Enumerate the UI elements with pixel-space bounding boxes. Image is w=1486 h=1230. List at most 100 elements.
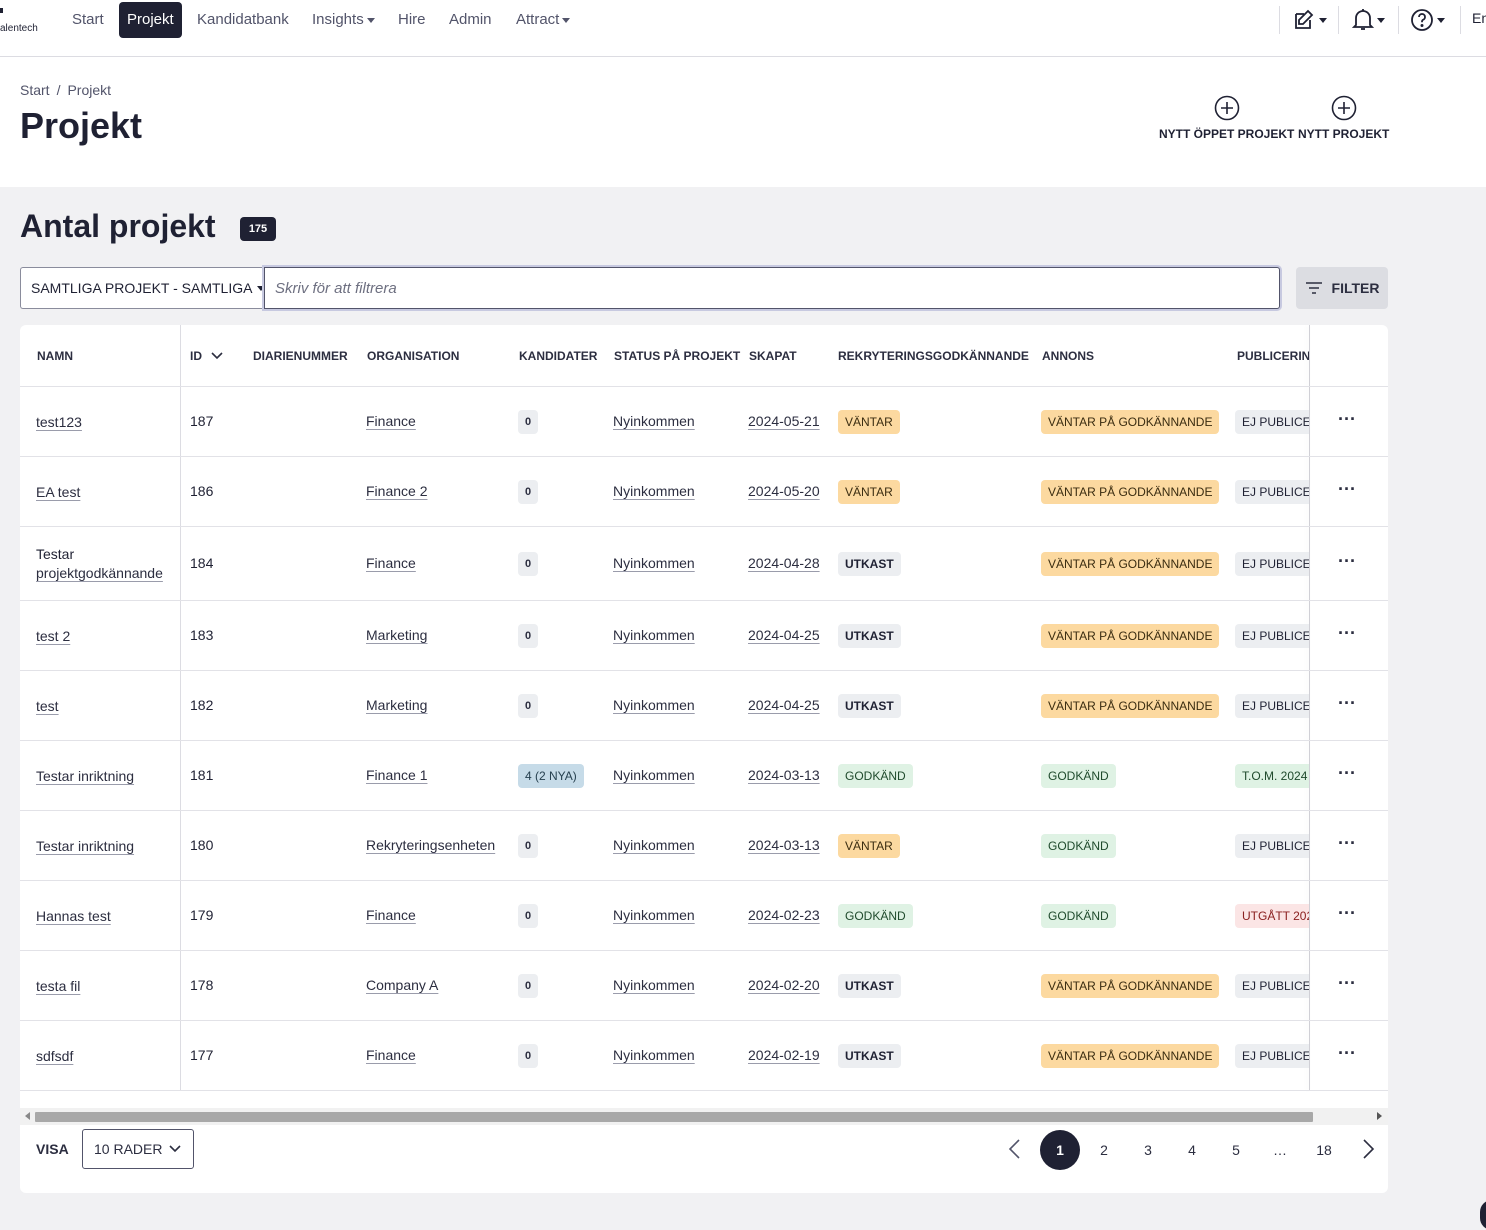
column-header-name[interactable]: NAMN [37, 349, 73, 363]
project-status-link[interactable]: Nyinkommen [613, 697, 695, 713]
column-header-skapat[interactable]: SKAPAT [749, 349, 797, 363]
candidates-badge[interactable]: 0 [518, 974, 539, 998]
page-18-button[interactable]: 18 [1316, 1142, 1332, 1158]
edit-menu-button[interactable] [1292, 8, 1327, 32]
organisation-link[interactable]: Finance [366, 907, 416, 923]
nav-hire[interactable]: Hire [390, 2, 434, 38]
project-name-link[interactable]: Testar inriktning [36, 767, 176, 786]
scroll-right-icon[interactable] [1377, 1112, 1382, 1120]
row-actions-menu-icon[interactable]: ··· [1338, 973, 1356, 993]
created-date-link[interactable]: 2024-02-23 [748, 907, 820, 923]
created-date-link[interactable]: 2024-02-19 [748, 1047, 820, 1063]
created-date-link[interactable]: 2024-02-20 [748, 977, 820, 993]
row-actions-menu-icon[interactable]: ··· [1338, 833, 1356, 853]
row-actions-menu-icon[interactable]: ··· [1338, 693, 1356, 713]
candidates-badge[interactable]: 0 [518, 624, 539, 648]
project-status-link[interactable]: Nyinkommen [613, 767, 695, 783]
project-name-link[interactable]: test123 [36, 413, 176, 432]
breadcrumb-start[interactable]: Start [20, 82, 50, 98]
column-header-id[interactable]: ID [190, 349, 223, 363]
organisation-link[interactable]: Rekryteringsenheten [366, 837, 495, 853]
nav-admin[interactable]: Admin [441, 2, 500, 38]
created-date-link[interactable]: 2024-04-25 [748, 627, 820, 643]
nav-projekt[interactable]: Projekt [119, 2, 182, 38]
project-name-link[interactable]: test [36, 697, 176, 716]
chevron-left-icon[interactable] [1005, 1137, 1025, 1161]
project-name-link[interactable]: EA test [36, 483, 176, 502]
created-date-link[interactable]: 2024-03-13 [748, 837, 820, 853]
project-status-link[interactable]: Nyinkommen [613, 413, 695, 429]
search-input[interactable] [264, 267, 1280, 309]
organisation-link[interactable]: Finance 2 [366, 483, 427, 499]
page-4-button[interactable]: 4 [1188, 1142, 1196, 1158]
new-project-button[interactable]: NYTT PROJEKT [1298, 95, 1389, 141]
nav-attract[interactable]: Attract [508, 2, 578, 38]
page-3-button[interactable]: 3 [1144, 1142, 1152, 1158]
row-actions-menu-icon[interactable]: ··· [1338, 623, 1356, 643]
candidates-badge[interactable]: 4 (2 NYA) [518, 764, 584, 788]
created-date-link[interactable]: 2024-04-28 [748, 555, 820, 571]
project-status-link[interactable]: Nyinkommen [613, 837, 695, 853]
filter-button[interactable]: FILTER [1296, 267, 1388, 309]
row-actions-menu-icon[interactable]: ··· [1338, 903, 1356, 923]
project-status-link[interactable]: Nyinkommen [613, 483, 695, 499]
page-1-button[interactable]: 1 [1040, 1130, 1080, 1170]
row-actions-menu-icon[interactable]: ··· [1338, 551, 1356, 571]
candidates-badge[interactable]: 0 [518, 904, 539, 928]
row-actions-menu-icon[interactable]: ··· [1338, 1043, 1356, 1063]
organisation-link[interactable]: Marketing [366, 627, 427, 643]
chat-widget-button[interactable] [1480, 1200, 1486, 1230]
scrollbar-thumb[interactable] [35, 1112, 1313, 1122]
candidates-badge[interactable]: 0 [518, 480, 539, 504]
row-actions-menu-icon[interactable]: ··· [1338, 479, 1356, 499]
column-header-kandidater[interactable]: KANDIDATER [519, 349, 598, 363]
language-switch[interactable]: En [1472, 10, 1486, 26]
help-button[interactable] [1410, 8, 1445, 32]
project-name-link[interactable]: test 2 [36, 627, 176, 646]
row-actions-menu-icon[interactable]: ··· [1338, 409, 1356, 429]
chevron-right-icon[interactable] [1358, 1137, 1378, 1161]
scroll-left-icon[interactable] [25, 1112, 30, 1120]
column-header-annons[interactable]: ANNONS [1042, 349, 1095, 363]
project-name-link[interactable]: Hannas test [36, 907, 176, 926]
project-name-link[interactable]: Testar projektgodkännande [36, 545, 176, 583]
candidates-badge[interactable]: 0 [518, 1044, 539, 1068]
candidates-badge[interactable]: 0 [518, 834, 539, 858]
candidates-badge[interactable]: 0 [518, 410, 539, 434]
rows-per-page-select[interactable]: 10 RADER [82, 1129, 194, 1169]
column-header-status[interactable]: STATUS PÅ PROJEKT [614, 349, 741, 363]
candidates-badge[interactable]: 0 [518, 694, 539, 718]
created-date-link[interactable]: 2024-05-20 [748, 483, 820, 499]
created-date-link[interactable]: 2024-05-21 [748, 413, 820, 429]
project-name-link[interactable]: Testar inriktning [36, 837, 176, 856]
project-scope-select[interactable]: SAMTLIGA PROJEKT - SAMTLIGA [20, 267, 266, 309]
column-header-rekryteringsgodkannande[interactable]: REKRYTERINGSGODKÄNNANDE [838, 349, 1029, 363]
row-actions-menu-icon[interactable]: ··· [1338, 763, 1356, 783]
nav-insights[interactable]: Insights [304, 2, 383, 38]
organisation-link[interactable]: Finance [366, 555, 416, 571]
page-5-button[interactable]: 5 [1232, 1142, 1240, 1158]
logo[interactable]: alentech [0, 8, 50, 38]
project-status-link[interactable]: Nyinkommen [613, 627, 695, 643]
notifications-button[interactable] [1352, 8, 1385, 32]
candidates-badge[interactable]: 0 [518, 552, 539, 576]
project-name-link[interactable]: sdfsdf [36, 1047, 176, 1066]
project-status-link[interactable]: Nyinkommen [613, 1047, 695, 1063]
organisation-link[interactable]: Finance [366, 413, 416, 429]
organisation-link[interactable]: Finance [366, 1047, 416, 1063]
created-date-link[interactable]: 2024-04-25 [748, 697, 820, 713]
created-date-link[interactable]: 2024-03-13 [748, 767, 820, 783]
nav-start[interactable]: Start [64, 2, 112, 38]
organisation-link[interactable]: Finance 1 [366, 767, 427, 783]
column-header-diarienummer[interactable]: DIARIENUMMER [253, 349, 348, 363]
horizontal-scrollbar[interactable] [20, 1108, 1388, 1125]
project-name-link[interactable]: testa fil [36, 977, 176, 996]
nav-kandidatbank[interactable]: Kandidatbank [189, 2, 297, 38]
project-status-link[interactable]: Nyinkommen [613, 907, 695, 923]
project-status-link[interactable]: Nyinkommen [613, 555, 695, 571]
column-header-publicering[interactable]: PUBLICERIN [1237, 349, 1309, 363]
new-open-project-button[interactable]: NYTT ÖPPET PROJEKT [1159, 95, 1294, 141]
column-header-organisation[interactable]: ORGANISATION [367, 349, 460, 363]
organisation-link[interactable]: Marketing [366, 697, 427, 713]
page-2-button[interactable]: 2 [1100, 1142, 1108, 1158]
